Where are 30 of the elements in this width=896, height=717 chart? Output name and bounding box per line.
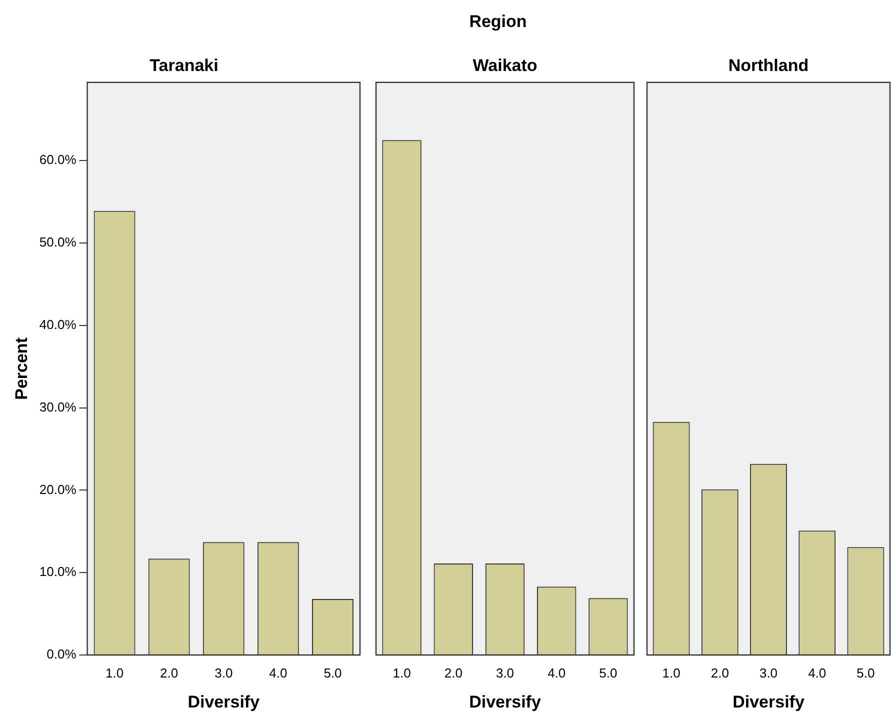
y-axis-title: Percent	[12, 337, 31, 400]
x-tick-label: 3.0	[214, 665, 233, 680]
x-tick-label: 2.0	[710, 665, 729, 680]
x-tick-label: 1.0	[392, 665, 411, 680]
x-tick-label: 4.0	[808, 665, 826, 680]
x-tick-label: 5.0	[856, 665, 875, 680]
x-tick-label: 1.0	[105, 665, 124, 680]
x-tick-label: 5.0	[599, 665, 618, 680]
x-tick-label: 2.0	[444, 665, 462, 680]
x-tick-label: 4.0	[269, 665, 288, 680]
y-tick-label: 20.0%	[39, 482, 77, 497]
x-axis-title: Diversify	[188, 692, 260, 712]
y-tick-label: 60.0%	[39, 152, 77, 168]
x-tick-label: 5.0	[324, 665, 342, 680]
x-tick-label: 4.0	[548, 665, 566, 680]
chart-title: Northland	[728, 56, 809, 75]
x-tick-label: 3.0	[496, 665, 514, 680]
y-tick-label: 50.0%	[39, 234, 77, 250]
x-tick-label: 1.0	[662, 665, 680, 680]
y-tick-label: 30.0%	[39, 399, 77, 414]
y-tick-label: 40.0%	[39, 317, 77, 332]
x-tick-label: 3.0	[759, 665, 778, 680]
chart-title: Taranaki	[150, 56, 218, 75]
x-axis-title: Diversify	[469, 692, 542, 712]
x-axis-title: Diversify	[732, 692, 805, 712]
y-tick-label: 0.0%	[46, 646, 77, 662]
text: Region	[468, 12, 528, 32]
y-tick-label: 10.0%	[39, 564, 77, 580]
chart-title: Waikato	[472, 56, 538, 75]
x-tick-label: 2.0	[160, 665, 178, 680]
